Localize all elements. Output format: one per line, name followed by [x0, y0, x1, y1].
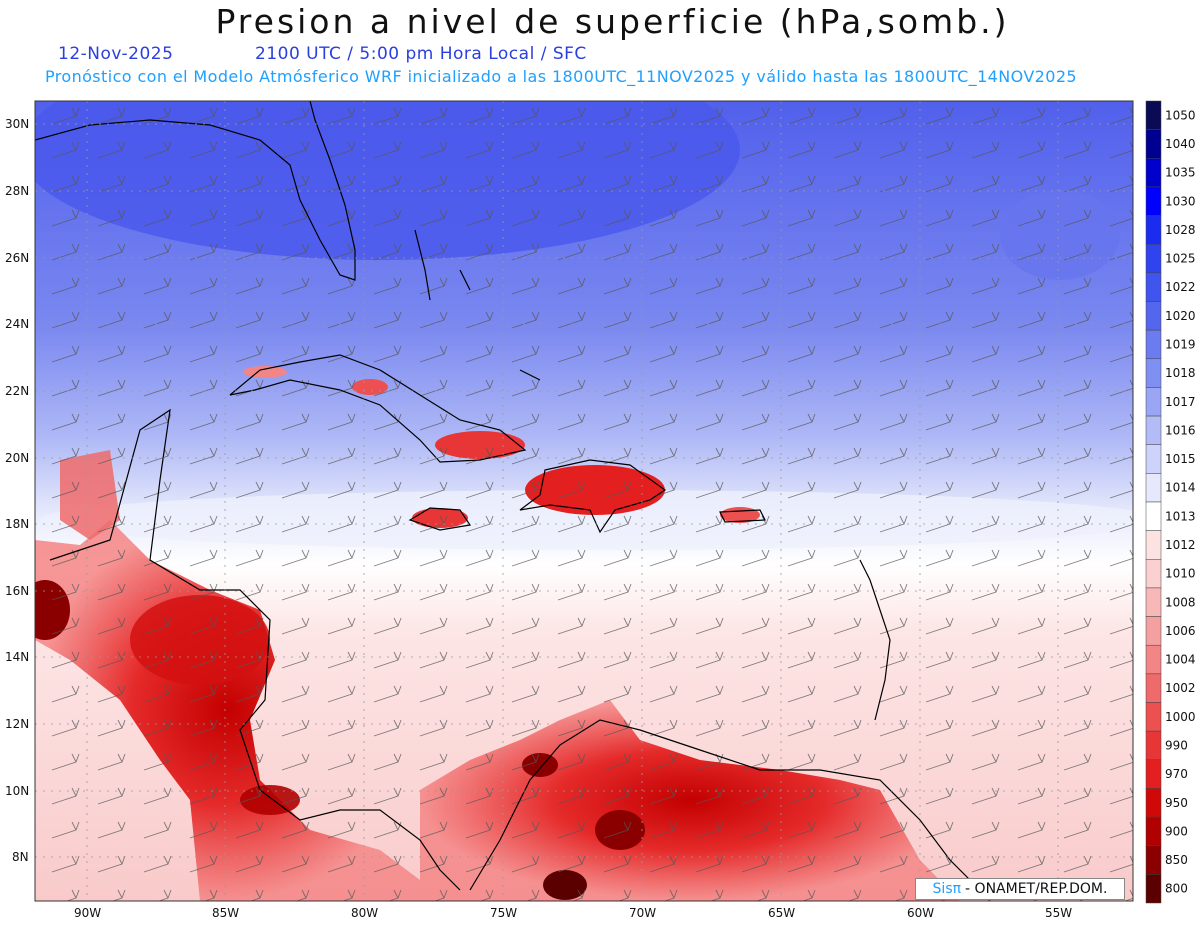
colorbar-swatch — [1145, 702, 1162, 732]
lat-label: 24N — [5, 317, 29, 331]
lat-label: 12N — [5, 717, 29, 731]
colorbar-label: 1017 — [1165, 395, 1196, 409]
lon-label: 85W — [212, 906, 239, 920]
colorbar-label: 1012 — [1165, 538, 1196, 552]
credit-text: - ONAMET/REP.DOM. — [965, 881, 1108, 897]
colorbar-label: 1008 — [1165, 595, 1196, 609]
lat-label: 14N — [5, 650, 29, 664]
colorbar-swatch — [1145, 759, 1162, 789]
colorbar-swatch — [1145, 559, 1162, 589]
colorbar-label: 1022 — [1165, 280, 1196, 294]
lat-label: 22N — [5, 384, 29, 398]
lon-label: 65W — [768, 906, 795, 920]
lat-label: 10N — [5, 784, 29, 798]
lon-label: 60W — [907, 906, 934, 920]
colorbar-label: 1040 — [1165, 137, 1196, 151]
graticule — [35, 101, 1133, 901]
colorbar-label: 970 — [1165, 767, 1188, 781]
colorbar-label: 1030 — [1165, 194, 1196, 208]
colorbar-swatch — [1145, 186, 1162, 216]
colorbar-swatch — [1145, 272, 1162, 302]
lon-label: 55W — [1045, 906, 1072, 920]
colorbar-swatch — [1145, 100, 1162, 130]
colorbar-swatch — [1145, 444, 1162, 474]
colorbar-label: 1025 — [1165, 252, 1196, 266]
lat-label: 8N — [12, 850, 29, 864]
colorbar-label: 900 — [1165, 824, 1188, 838]
colorbar-swatch — [1145, 587, 1162, 617]
colorbar-swatch — [1145, 501, 1162, 531]
colorbar: 1050 1040 1035 1030 1028 1025 1022 1020 1019 1018… — [1145, 100, 1196, 904]
colorbar-label: 1050 — [1165, 108, 1196, 122]
lat-label: 16N — [5, 584, 29, 598]
lon-label: 80W — [351, 906, 378, 920]
longitude-axis: 90W 85W 80W 75W 70W 65W 60W 55W — [74, 906, 1072, 920]
lat-label: 20N — [5, 451, 29, 465]
colorbar-swatch — [1145, 673, 1162, 703]
valid-time: 2100 UTC / 5:00 pm Hora Local / SFC — [255, 44, 587, 64]
colorbar-label: 1013 — [1165, 509, 1196, 523]
valid-date: 12-Nov-2025 — [58, 44, 174, 64]
colorbar-swatch — [1145, 473, 1162, 503]
colorbar-swatch — [1145, 158, 1162, 188]
colorbar-label: 1015 — [1165, 452, 1196, 466]
lat-label: 30N — [5, 117, 29, 131]
colorbar-label: 1002 — [1165, 681, 1196, 695]
colorbar-label: 1035 — [1165, 166, 1196, 180]
colorbar-label: 1004 — [1165, 653, 1196, 667]
colorbar-label: 850 — [1165, 853, 1188, 867]
colorbar-swatch — [1145, 616, 1162, 646]
sispi-logo: Sisπ — [932, 881, 962, 897]
colorbar-label: 1018 — [1165, 366, 1196, 380]
map-field — [35, 101, 1133, 901]
colorbar-swatch — [1145, 530, 1162, 560]
colorbar-label: 1028 — [1165, 223, 1196, 237]
credit-box: Sisπ - ONAMET/REP.DOM. — [915, 878, 1125, 900]
colorbar-label: 1020 — [1165, 309, 1196, 323]
colorbar-label: 800 — [1165, 882, 1188, 896]
colorbar-swatch — [1145, 730, 1162, 761]
colorbar-swatch — [1145, 129, 1162, 159]
colorbar-label: 1016 — [1165, 423, 1196, 437]
forecast-description: Pronóstico con el Modelo Atmósferico WRF… — [45, 67, 1077, 86]
map-title: Presion a nivel de superficie (hPa,somb.… — [215, 2, 1010, 41]
lat-label: 28N — [5, 184, 29, 198]
colorbar-label: 1019 — [1165, 337, 1196, 351]
lon-label: 75W — [490, 906, 517, 920]
coastlines — [35, 101, 991, 901]
colorbar-swatch — [1145, 874, 1162, 904]
colorbar-swatch — [1145, 358, 1162, 388]
lat-label: 26N — [5, 251, 29, 265]
lon-label: 70W — [629, 906, 656, 920]
colorbar-label: 1006 — [1165, 624, 1196, 638]
colorbar-swatch — [1145, 387, 1162, 417]
colorbar-swatch — [1145, 845, 1162, 875]
colorbar-swatch — [1145, 816, 1162, 846]
colorbar-swatch — [1145, 415, 1162, 445]
colorbar-label: 990 — [1165, 738, 1188, 752]
colorbar-label: 950 — [1165, 796, 1188, 810]
lon-label: 90W — [74, 906, 101, 920]
colorbar-swatch — [1145, 644, 1162, 675]
colorbar-label: 1000 — [1165, 710, 1196, 724]
colorbar-swatch — [1145, 301, 1162, 331]
lat-label: 18N — [5, 517, 29, 531]
latitude-axis: 30N 28N 26N 24N 22N 20N 18N 16N 14N 12N … — [5, 117, 29, 864]
colorbar-swatch — [1145, 329, 1162, 360]
colorbar-swatch — [1145, 215, 1162, 245]
colorbar-label: 1010 — [1165, 567, 1196, 581]
colorbar-swatch — [1145, 788, 1162, 818]
colorbar-swatch — [1145, 243, 1162, 274]
colorbar-label: 1014 — [1165, 481, 1196, 495]
